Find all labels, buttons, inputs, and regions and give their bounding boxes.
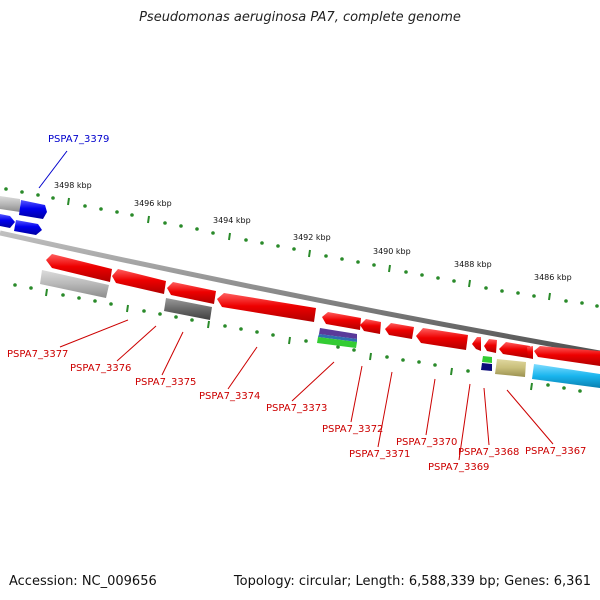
leader-line <box>116 325 157 362</box>
gene-feature[interactable] <box>385 323 414 339</box>
genes-reverse <box>40 254 600 388</box>
gene-feature[interactable] <box>14 220 42 235</box>
ruler-label: 3488 kbp <box>454 260 492 269</box>
gene-feature[interactable] <box>482 356 492 363</box>
leader-line <box>291 361 335 402</box>
ruler-label: 3498 kbp <box>54 181 92 190</box>
gene-label[interactable]: PSPA7_3370 <box>396 437 457 448</box>
gene-feature[interactable] <box>481 363 492 371</box>
gene-feature[interactable] <box>319 328 357 339</box>
gene-feature[interactable] <box>318 334 357 342</box>
gene-label[interactable]: PSPA7_3367 <box>525 446 586 457</box>
gene-label[interactable]: PSPA7_3368 <box>458 447 519 458</box>
genome-backbone <box>0 230 600 356</box>
gene-feature[interactable] <box>112 269 166 294</box>
leader-line <box>458 383 471 461</box>
leader-line <box>350 365 363 423</box>
leader-line <box>506 389 554 445</box>
ruler-label: 3492 kbp <box>293 233 331 242</box>
gene-feature[interactable] <box>317 337 357 348</box>
leader-line <box>425 378 436 436</box>
gene-feature[interactable] <box>534 346 600 366</box>
leader-line <box>377 371 393 448</box>
gene-feature[interactable] <box>499 342 530 358</box>
ruler-label: 3496 kbp <box>134 199 172 208</box>
leader-line <box>227 346 258 390</box>
gene-label[interactable]: PSPA7_3374 <box>199 391 260 402</box>
leader-line <box>161 331 184 376</box>
gene-label[interactable]: PSPA7_3376 <box>70 363 131 374</box>
leader-line <box>59 319 129 348</box>
topology-text: Topology: circular; Length: 6,588,339 bp… <box>233 574 591 589</box>
gene-feature[interactable] <box>0 196 20 212</box>
gene-feature[interactable] <box>472 337 481 351</box>
gene-feature[interactable] <box>527 346 533 359</box>
gene-feature[interactable] <box>40 270 109 298</box>
gene-feature[interactable] <box>532 364 600 388</box>
ruler-lower <box>13 283 582 393</box>
gene-feature[interactable] <box>19 200 47 219</box>
gene-label[interactable]: PSPA7_3371 <box>349 449 410 460</box>
gene-feature[interactable] <box>0 214 15 228</box>
gene-label[interactable]: PSPA7_3379 <box>48 134 109 145</box>
gene-feature[interactable] <box>164 298 212 320</box>
gene-label[interactable]: PSPA7_3377 <box>7 349 68 360</box>
gene-feature[interactable] <box>495 359 526 377</box>
ruler-label: 3494 kbp <box>213 216 251 225</box>
gene-feature[interactable] <box>322 312 361 330</box>
gene-label[interactable]: PSPA7_3372 <box>322 424 383 435</box>
gene-label[interactable]: PSPA7_3375 <box>135 377 196 388</box>
accession-text: Accession: NC_009656 <box>9 574 157 589</box>
gene-feature[interactable] <box>217 293 316 322</box>
genome-title: Pseudomonas aeruginosa PA7, complete gen… <box>139 10 461 25</box>
ruler-upper <box>4 187 599 308</box>
ruler-label: 3490 kbp <box>373 247 411 256</box>
gene-feature[interactable] <box>484 339 497 353</box>
leader-line <box>483 387 490 446</box>
genes-forward <box>0 196 47 235</box>
gene-feature[interactable] <box>416 328 468 350</box>
gene-feature[interactable] <box>167 282 216 304</box>
gene-feature[interactable] <box>46 254 112 282</box>
leader-line <box>38 150 68 189</box>
gene-label[interactable]: PSPA7_3369 <box>428 462 489 473</box>
gene-feature[interactable] <box>360 319 381 334</box>
ruler-label: 3486 kbp <box>534 273 572 282</box>
gene-label[interactable]: PSPA7_3373 <box>266 403 327 414</box>
